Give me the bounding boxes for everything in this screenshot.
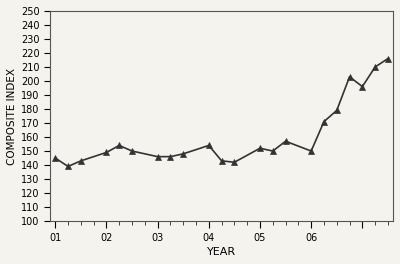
Y-axis label: COMPOSITE INDEX: COMPOSITE INDEX: [7, 68, 17, 164]
X-axis label: YEAR: YEAR: [207, 247, 236, 257]
